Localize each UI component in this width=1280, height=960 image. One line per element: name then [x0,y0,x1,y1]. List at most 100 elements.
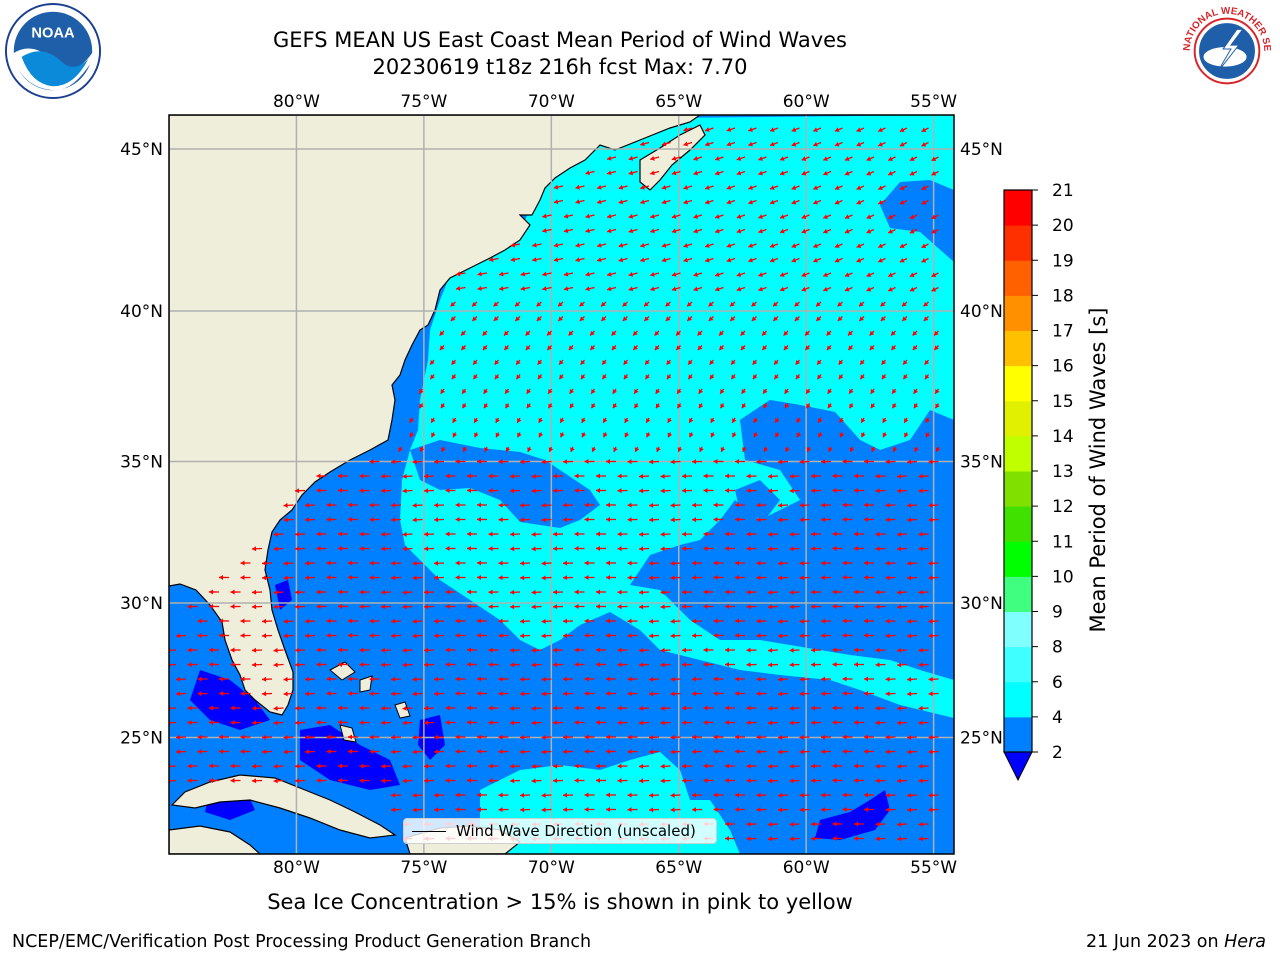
wave-arrow-head [553,242,559,248]
wave-arrow-head [494,359,500,365]
wave-arrow-head [639,647,644,653]
wave-arrow-head [779,214,785,219]
wave-arrow-head [732,418,737,423]
wave-arrow-head [488,546,493,552]
wave-arrow-head [918,836,923,842]
wave-arrow-head [596,603,601,609]
wave-arrow-head [537,374,543,380]
colorbar: 2 4 6 8 9 10 11 12 13 14 15 16 17 18 19 20 21 [1003,181,1074,782]
ocean-cyan-field [400,115,954,718]
wave-arrow-head [273,589,278,595]
wave-arrow-head [778,575,783,581]
wave-arrow-head [623,359,629,365]
wave-arrow-head [295,604,300,610]
wave-arrow-head [526,389,532,394]
wave-arrow-head [445,473,450,479]
wave-arrow-head [866,228,872,234]
wave-arrow-head [531,531,536,537]
wave-arrow-head [854,720,859,726]
wave-arrow-head [756,618,761,624]
wave-arrow-head [473,374,478,380]
wave-arrow-head [821,618,826,624]
wave-arrow-head [844,156,850,161]
wave-arrow-head [369,676,374,682]
wave-arrow-head [596,661,601,667]
wave-arrow-head [574,589,579,595]
wave-arrow-head [283,517,288,523]
wave-arrow-head [640,242,645,248]
wave-arrow-head [881,359,887,365]
wave-arrow-head [661,184,667,190]
colorbar-tick-label: 10 [1052,567,1074,587]
footer-date-text: 21 Jun 2023 on [1085,932,1225,952]
lat-tick-label: 40°N [960,302,1003,322]
wave-arrow-head [596,545,601,551]
wave-arrow-head [553,488,558,494]
wave-arrow-head [434,575,439,581]
wave-arrow-head [682,488,687,494]
wave-arrow-head [273,720,278,726]
wave-arrow-head [580,374,586,380]
wave-arrow-head [888,228,893,234]
wave-arrow-head [504,345,509,351]
wave-arrow-head [381,473,386,479]
wave-arrow-head [789,473,794,479]
wave-arrow-head [660,647,665,653]
wave-arrow-head [219,676,224,682]
wave-arrow-head [791,257,797,263]
colorbar-segment [1004,681,1032,718]
wave-arrow-head [832,589,837,595]
wave-arrow-head [866,170,872,176]
wave-arrow-head [832,835,837,841]
colorbar-segment [1004,365,1032,402]
wave-arrow-head [758,286,763,292]
wave-arrow-head [574,763,579,769]
wave-arrow-head [295,531,300,537]
wave-arrow-head [897,546,902,552]
wave-arrow-head [409,418,414,423]
wave-arrow-head [697,345,703,351]
wave-arrow-head [799,575,804,581]
wave-arrow-head [931,229,937,234]
colorbar-segment [1004,435,1032,472]
lon-tick-label: 75°W [400,92,447,112]
wave-arrow-head [455,502,460,508]
wave-arrow-head [817,359,822,365]
wave-arrow-head [606,690,611,696]
wave-arrow-head [575,184,580,190]
wave-arrow-head [477,285,482,291]
wave-arrow-head [445,647,450,653]
wave-arrow-head [650,286,655,292]
wave-arrow-head [639,604,644,610]
wave-arrow-head [725,647,730,653]
wave-arrow-head [769,127,775,132]
wave-arrow-head [756,807,761,813]
lon-tick-label: 55°W [910,858,957,878]
wave-arrow-head [520,286,526,292]
wave-arrow-head [885,807,890,813]
wave-arrow-head [875,488,880,494]
wave-arrow-head [907,792,912,798]
wave-arrow-head [305,749,310,755]
wave-arrow-head [176,676,181,682]
wave-arrow-head [477,271,482,277]
wave-arrow-head [856,185,862,190]
wave-arrow-head [899,185,905,190]
wave-arrow-head [660,546,665,552]
wave-arrow-head [821,792,826,798]
wave-arrow-head [607,213,612,219]
wave-arrow-head [854,589,859,595]
wave-arrow-head [921,243,927,248]
wave-arrow-head [531,763,536,769]
wave-arrow-head [596,763,601,769]
wave-arrow-head [617,473,622,479]
wave-arrow-head [923,316,929,321]
wave-arrow-head [498,676,503,682]
wave-arrow-head [498,618,503,624]
wave-arrow-head [795,359,801,365]
wave-arrow-head [732,432,737,438]
wave-arrow-head [928,676,933,682]
wave-arrow-head [634,389,639,394]
wave-arrow-head [913,403,919,409]
wave-arrow-head [369,633,374,639]
